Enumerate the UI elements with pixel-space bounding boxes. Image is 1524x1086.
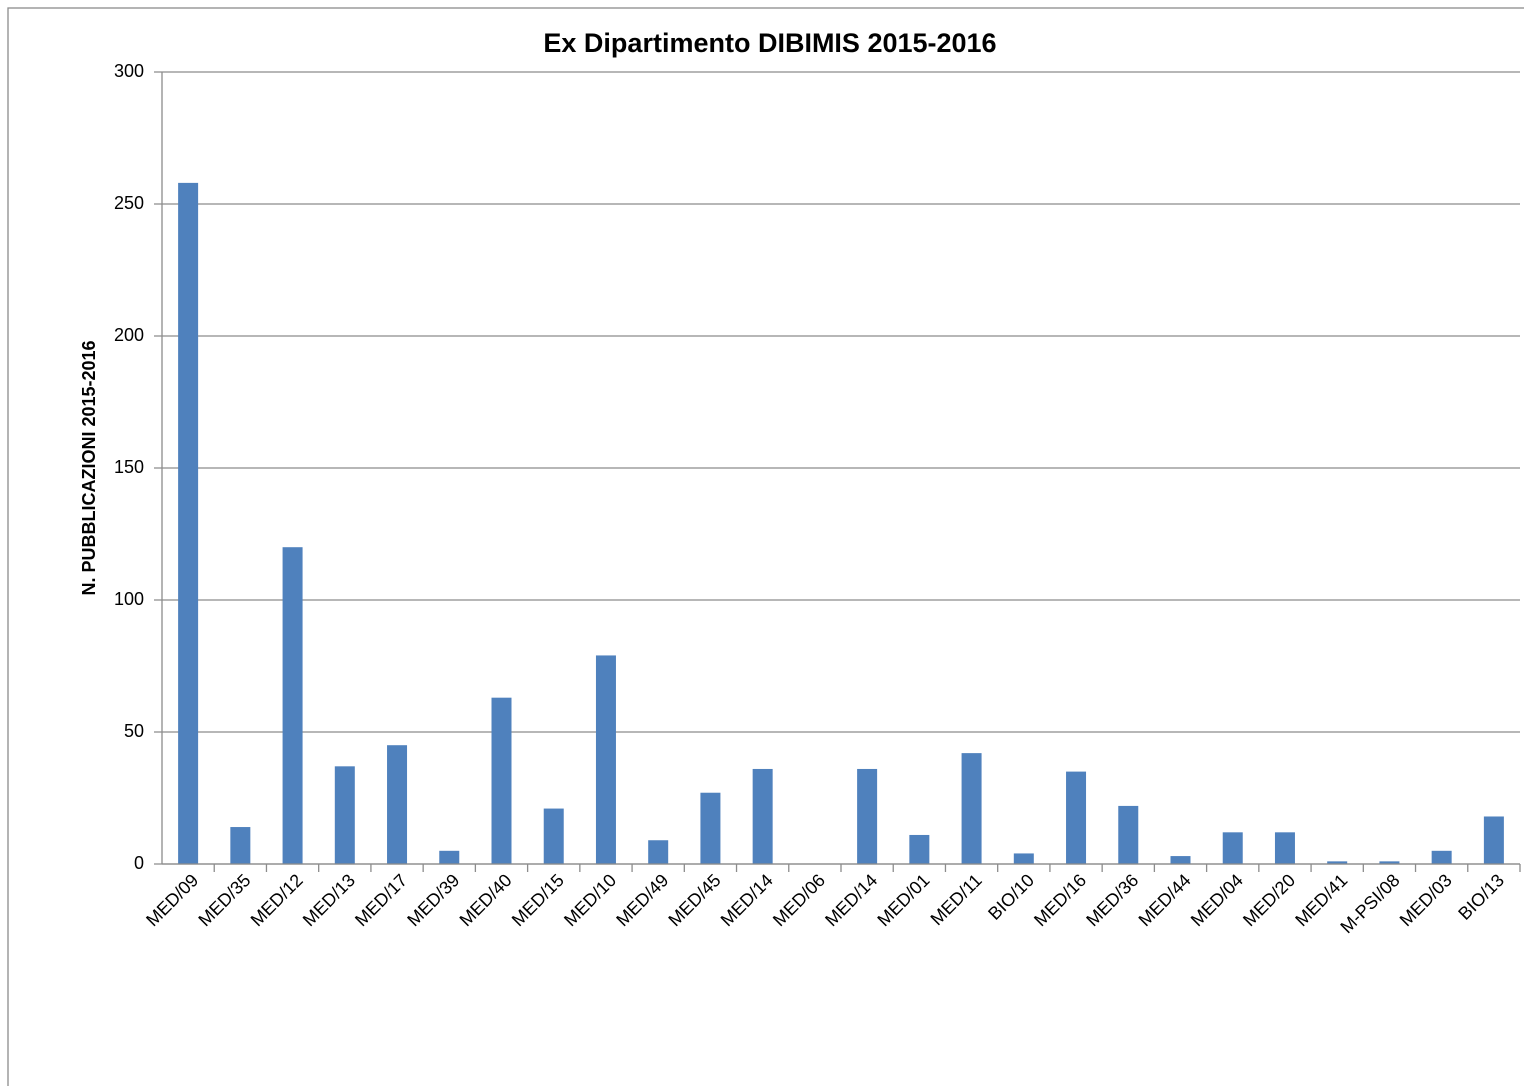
bar [700, 792, 721, 864]
x-tick-label: MED/01 [873, 870, 933, 930]
bar [1118, 805, 1139, 864]
x-tick-label: MED/11 [927, 870, 986, 929]
x-tick-label: MED/35 [194, 870, 254, 930]
x-tick-label: MED/15 [508, 870, 568, 930]
x-tick-label: MED/10 [560, 870, 620, 930]
bar [1483, 816, 1504, 864]
bar [648, 840, 669, 864]
bar [1222, 832, 1243, 864]
bar [1431, 850, 1452, 864]
y-tick-label: 200 [114, 325, 144, 345]
bar [387, 745, 408, 864]
x-tick-label: MED/45 [664, 870, 724, 930]
x-tick-label: MED/03 [1396, 870, 1456, 930]
bar [491, 697, 512, 864]
y-tick-label: 250 [114, 193, 144, 213]
x-tick-label: MED/06 [769, 870, 829, 930]
x-tick-label: MED/09 [142, 870, 202, 930]
x-tick-label: MED/39 [403, 870, 463, 930]
x-tick-label: MED/49 [612, 870, 672, 930]
x-tick-label: MED/16 [1030, 870, 1090, 930]
y-tick-label: 300 [114, 61, 144, 81]
bar [1013, 853, 1034, 864]
x-tick-label: MED/44 [1135, 870, 1195, 930]
x-tick-label: MED/36 [1082, 870, 1142, 930]
bar [909, 834, 930, 864]
bar [1379, 861, 1400, 864]
bar [752, 768, 773, 864]
x-tick-label: MED/04 [1187, 870, 1247, 930]
chart-border [7, 7, 1524, 1086]
bar [1274, 832, 1295, 864]
bar [857, 768, 878, 864]
y-tick-label: 0 [134, 853, 144, 873]
bar [595, 655, 616, 864]
x-tick-label: MED/14 [821, 870, 881, 930]
y-axis-title: N. PUBBLICAZIONI 2015-2016 [79, 340, 99, 595]
x-tick-label: MED/17 [351, 870, 411, 930]
y-tick-label: 100 [114, 589, 144, 609]
bar [439, 850, 460, 864]
chart-title: Ex Dipartimento DIBIMIS 2015-2016 [543, 28, 996, 58]
x-tick-label: MED/40 [456, 870, 516, 930]
bar [1066, 771, 1087, 864]
x-tick-label: MED/14 [717, 870, 777, 930]
bar [282, 547, 303, 864]
x-tick-label: MED/20 [1239, 870, 1299, 930]
y-tick-label: 50 [124, 721, 144, 741]
bar [334, 766, 355, 864]
x-tick-label: MED/12 [247, 870, 307, 930]
bar [543, 808, 564, 864]
y-tick-label: 150 [114, 457, 144, 477]
x-tick-label: BIO/13 [1454, 870, 1508, 924]
x-tick-label: MED/13 [299, 870, 359, 930]
bar [1327, 861, 1348, 864]
bar [961, 753, 982, 864]
bar [230, 827, 251, 864]
bar [1170, 856, 1191, 864]
bar [178, 182, 199, 864]
